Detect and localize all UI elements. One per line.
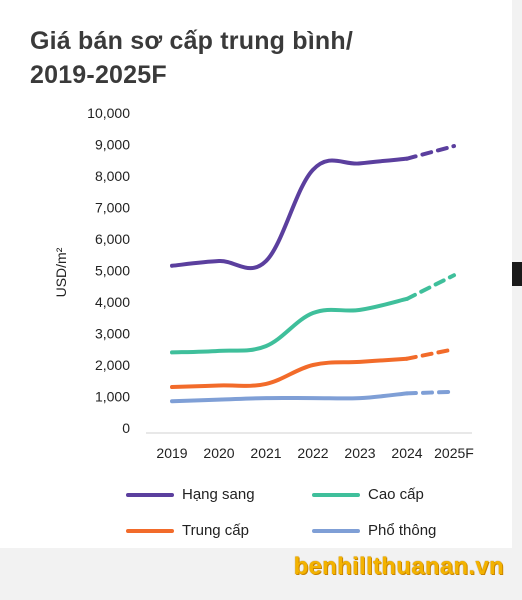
title-line-2: 2019-2025F <box>30 61 167 89</box>
series-forecast-line <box>405 347 456 361</box>
y-tick-label: 2,000 <box>95 357 130 373</box>
y-tick-label: 9,000 <box>95 137 130 153</box>
series-line <box>170 391 409 404</box>
chart-title: Giá bán sơ cấp trung bình/ 2019-2025F <box>30 24 470 92</box>
y-axis-label: USD/m² <box>53 247 69 297</box>
series-forecast-line <box>405 273 456 301</box>
legend: Hạng sang Cao cấp Trung cấp Phổ thông <box>126 482 456 552</box>
legend-item-pho-thong: Phổ thông <box>312 522 436 539</box>
x-tick-label: 2024 <box>391 445 422 461</box>
series-line <box>170 296 409 355</box>
y-tick-label: 10,000 <box>87 105 130 121</box>
series-line <box>170 156 409 271</box>
y-tick-label: 1,000 <box>95 389 130 405</box>
legend-item-hang-sang: Hạng sang <box>126 486 255 503</box>
x-tick-label: 2022 <box>297 445 328 461</box>
y-tick-label: 4,000 <box>95 294 130 310</box>
x-tick-label: 2021 <box>250 445 281 461</box>
series-forecast-line <box>405 144 456 161</box>
legend-item-cao-cap: Cao cấp <box>312 486 424 503</box>
line-chart: 0 1,000 2,000 3,000 4,000 5,000 6,000 7,000 8,00… <box>53 105 474 461</box>
chart-card: Giá bán sơ cấp trung bình/ 2019-2025F 0 1… <box>0 0 512 548</box>
title-line-1: Giá bán sơ cấp trung bình/ <box>30 27 353 55</box>
legend-label-pho-thong: Phổ thông <box>368 522 437 539</box>
x-tick-label: 2023 <box>344 445 375 461</box>
legend-swatch-pho-thong <box>312 528 360 533</box>
legend-label-trung-cap: Trung cấp <box>182 522 249 539</box>
legend-label-cao-cap: Cao cấp <box>368 486 424 503</box>
x-tick-label: 2025F <box>434 445 474 461</box>
legend-label-hang-sang: Hạng sang <box>182 486 255 503</box>
y-tick-label: 7,000 <box>95 200 130 216</box>
y-tick-label: 3,000 <box>95 326 130 342</box>
legend-swatch-cao-cap <box>312 492 360 497</box>
series-forecast-line <box>405 389 456 396</box>
series-line <box>170 356 409 390</box>
y-tick-label: 5,000 <box>95 263 130 279</box>
y-tick-label: 8,000 <box>95 168 130 184</box>
edge-strip <box>512 262 522 286</box>
legend-item-trung-cap: Trung cấp <box>126 522 249 539</box>
x-tick-label: 2019 <box>156 445 187 461</box>
watermark-text: benhillthuanan.vn <box>293 553 504 580</box>
x-tick-label: 2020 <box>203 445 234 461</box>
legend-swatch-trung-cap <box>126 528 174 533</box>
y-tick-label: 6,000 <box>95 231 130 247</box>
y-tick-label: 0 <box>122 420 130 436</box>
legend-swatch-hang-sang <box>126 492 174 497</box>
